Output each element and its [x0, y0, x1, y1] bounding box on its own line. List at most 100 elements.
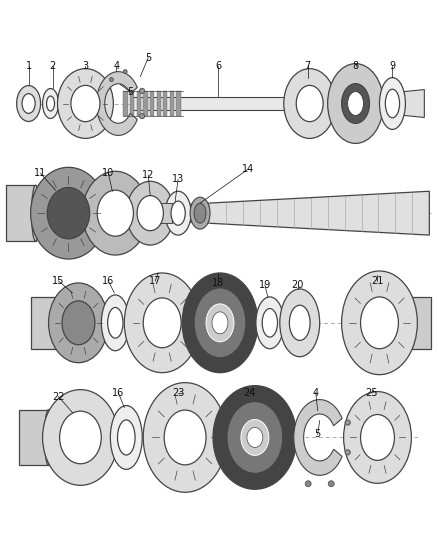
Bar: [19, 409, 49, 465]
Ellipse shape: [342, 271, 417, 375]
Ellipse shape: [342, 84, 370, 124]
Text: 11: 11: [35, 168, 47, 179]
Bar: [393, 297, 431, 349]
Text: 25: 25: [365, 387, 378, 398]
Ellipse shape: [296, 85, 323, 122]
Text: 24: 24: [244, 387, 256, 398]
Text: 10: 10: [102, 168, 114, 179]
Text: 3: 3: [82, 61, 88, 71]
Polygon shape: [345, 90, 424, 117]
Circle shape: [345, 450, 350, 455]
Ellipse shape: [360, 297, 399, 349]
Ellipse shape: [171, 201, 185, 225]
Ellipse shape: [280, 289, 320, 357]
Text: 16: 16: [112, 387, 124, 398]
Text: 7: 7: [304, 61, 311, 71]
Text: 5: 5: [145, 53, 152, 63]
Bar: [31, 297, 59, 349]
Ellipse shape: [360, 415, 395, 461]
Text: 22: 22: [52, 392, 65, 401]
Text: 5: 5: [127, 86, 134, 96]
Ellipse shape: [32, 185, 39, 241]
Circle shape: [305, 481, 311, 487]
Text: 18: 18: [212, 278, 224, 288]
Text: 21: 21: [371, 276, 384, 286]
Circle shape: [345, 420, 350, 425]
Bar: [156, 91, 161, 117]
Ellipse shape: [290, 305, 310, 341]
Ellipse shape: [22, 94, 35, 114]
Polygon shape: [294, 400, 342, 475]
Text: 17: 17: [149, 276, 161, 286]
Ellipse shape: [45, 409, 53, 465]
Ellipse shape: [49, 283, 108, 362]
Ellipse shape: [182, 273, 258, 373]
Bar: [158, 203, 172, 223]
Ellipse shape: [101, 295, 129, 351]
Bar: [130, 96, 345, 110]
Ellipse shape: [212, 312, 228, 334]
Ellipse shape: [143, 383, 227, 492]
Bar: [143, 91, 148, 117]
Bar: [124, 91, 127, 117]
Bar: [6, 185, 35, 241]
Text: 23: 23: [172, 387, 184, 398]
Ellipse shape: [110, 406, 142, 470]
Ellipse shape: [97, 190, 134, 236]
Ellipse shape: [206, 304, 234, 342]
Ellipse shape: [342, 84, 369, 123]
Ellipse shape: [117, 420, 135, 455]
Ellipse shape: [165, 191, 191, 235]
Text: 16: 16: [102, 276, 114, 286]
Ellipse shape: [241, 419, 269, 455]
Text: 1: 1: [25, 61, 32, 71]
Ellipse shape: [343, 392, 411, 483]
Ellipse shape: [194, 203, 206, 223]
Circle shape: [140, 114, 145, 118]
Text: 5: 5: [314, 430, 321, 440]
Bar: [177, 91, 181, 117]
Bar: [130, 91, 134, 117]
Ellipse shape: [247, 427, 263, 447]
Text: 4: 4: [113, 61, 120, 71]
Ellipse shape: [42, 88, 59, 118]
Ellipse shape: [213, 385, 297, 489]
Ellipse shape: [47, 188, 90, 239]
Ellipse shape: [108, 308, 123, 338]
Ellipse shape: [17, 86, 41, 122]
Ellipse shape: [262, 309, 278, 337]
Ellipse shape: [227, 401, 283, 473]
Ellipse shape: [57, 69, 113, 139]
Circle shape: [123, 70, 127, 74]
Bar: [163, 91, 167, 117]
Text: 8: 8: [353, 61, 359, 71]
Polygon shape: [96, 71, 137, 135]
Text: 6: 6: [215, 61, 221, 71]
Text: 14: 14: [242, 164, 254, 174]
Ellipse shape: [385, 89, 399, 118]
Ellipse shape: [46, 96, 54, 111]
Ellipse shape: [82, 171, 148, 255]
Text: 20: 20: [292, 280, 304, 290]
Ellipse shape: [54, 297, 63, 349]
Text: 12: 12: [142, 170, 155, 180]
Text: 13: 13: [172, 174, 184, 184]
Text: 2: 2: [49, 61, 56, 71]
Text: 19: 19: [259, 280, 271, 290]
Ellipse shape: [42, 390, 118, 486]
Ellipse shape: [379, 78, 406, 130]
Ellipse shape: [71, 85, 100, 122]
Circle shape: [140, 88, 145, 93]
Ellipse shape: [164, 410, 206, 465]
Ellipse shape: [194, 288, 246, 358]
Text: 9: 9: [389, 61, 396, 71]
Ellipse shape: [31, 167, 106, 259]
Text: 15: 15: [52, 276, 65, 286]
Ellipse shape: [137, 196, 163, 231]
Bar: [150, 91, 154, 117]
Ellipse shape: [284, 69, 336, 139]
Bar: [140, 207, 160, 219]
Ellipse shape: [124, 273, 200, 373]
Ellipse shape: [389, 297, 397, 349]
Ellipse shape: [126, 181, 174, 245]
